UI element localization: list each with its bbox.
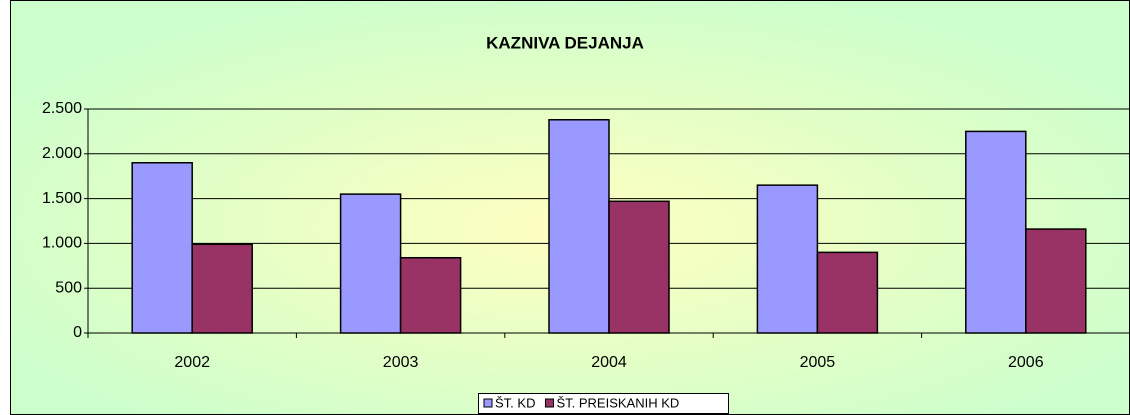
y-tick-label: 1.500 — [42, 190, 82, 207]
x-tick-label: 2006 — [1008, 354, 1044, 371]
legend-label: ŠT. PREISKANIH KD — [556, 395, 679, 410]
bar — [608, 200, 670, 334]
chart-title: KAZNIVA DEJANJA — [486, 33, 644, 52]
y-tick-label: 500 — [55, 279, 82, 296]
bar — [965, 130, 1027, 334]
legend-box — [478, 393, 729, 414]
x-tick-label: 2004 — [591, 354, 627, 371]
bar — [399, 256, 462, 334]
legend-label: ŠT. KD — [495, 395, 535, 410]
x-tick-label: 2003 — [383, 354, 419, 371]
legend-swatch — [544, 398, 554, 408]
bar — [816, 251, 879, 334]
bar — [131, 162, 193, 334]
x-tick-label: 2002 — [174, 354, 210, 371]
bar — [548, 119, 610, 334]
bar — [756, 184, 819, 334]
legend-swatch — [483, 398, 493, 408]
y-tick-label: 1.000 — [42, 235, 82, 252]
bar — [191, 243, 253, 334]
y-tick-label: 2.500 — [42, 100, 82, 117]
bar — [339, 193, 402, 334]
y-tick-label: 0 — [73, 324, 82, 341]
y-tick-label: 2.000 — [42, 145, 82, 162]
x-tick-label: 2005 — [800, 354, 836, 371]
bar — [1025, 228, 1087, 334]
